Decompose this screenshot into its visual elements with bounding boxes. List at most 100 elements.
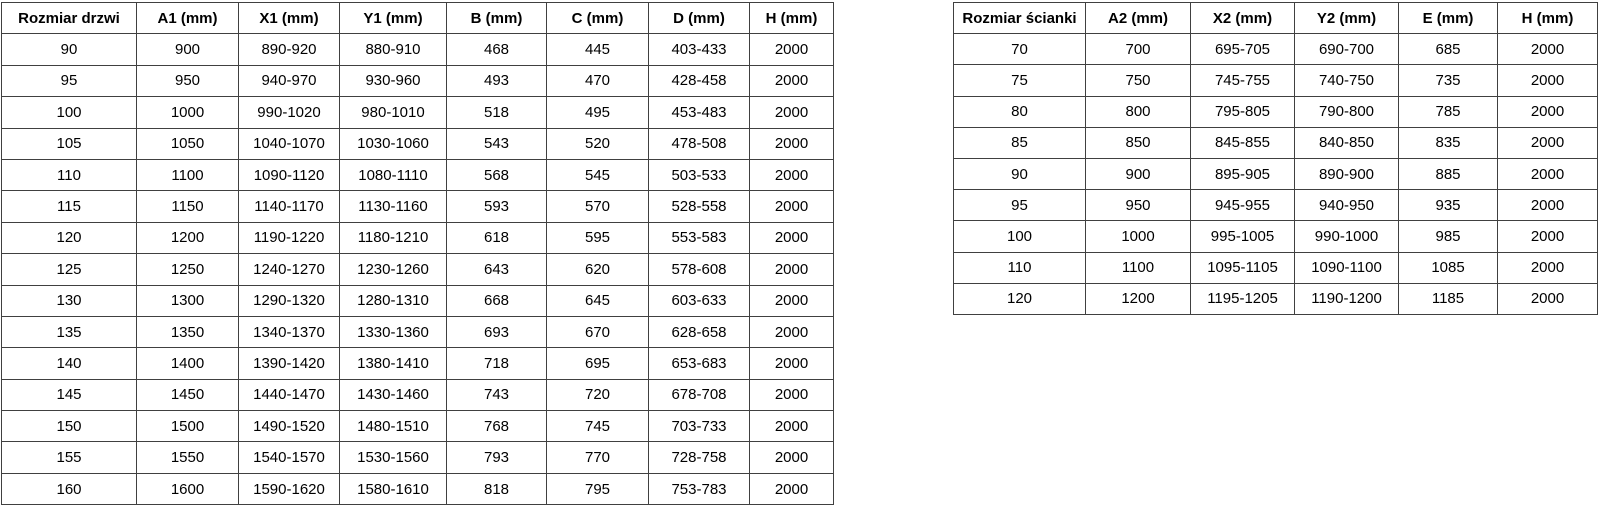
cell: 125 bbox=[1, 253, 137, 286]
cell: 1230-1260 bbox=[339, 253, 447, 286]
header-cell: Y1 (mm) bbox=[339, 1, 447, 35]
cell: 2000 bbox=[749, 284, 834, 317]
cell: 1480-1510 bbox=[339, 410, 447, 443]
cell: 643 bbox=[446, 253, 547, 286]
cell: 545 bbox=[546, 158, 649, 192]
cell: 1185 bbox=[1398, 282, 1498, 315]
cell: 995-1005 bbox=[1190, 220, 1295, 253]
cell: 520 bbox=[546, 127, 649, 160]
cell: 818 bbox=[446, 472, 547, 506]
cell: 620 bbox=[546, 253, 649, 286]
cell: 1090-1100 bbox=[1294, 251, 1399, 284]
cell: 130 bbox=[1, 284, 137, 317]
cell: 115 bbox=[1, 190, 137, 223]
cell: 1085 bbox=[1398, 251, 1498, 284]
cell: 880-910 bbox=[339, 33, 447, 66]
header-cell: Y2 (mm) bbox=[1294, 1, 1399, 35]
cell: 2000 bbox=[749, 221, 834, 255]
cell: 1290-1320 bbox=[238, 284, 340, 317]
cell: 790-800 bbox=[1294, 95, 1399, 128]
header-cell: Rozmiar drzwi bbox=[1, 1, 137, 35]
cell: 670 bbox=[546, 315, 649, 349]
cell: 120 bbox=[953, 282, 1086, 315]
header-cell: A2 (mm) bbox=[1085, 1, 1191, 35]
cell: 720 bbox=[546, 378, 649, 412]
cell: 900 bbox=[1085, 157, 1191, 191]
cell: 618 bbox=[446, 221, 547, 255]
wall-table-body: 70 700 695-705 690-700 685 2000 75 750 745-755 74… bbox=[953, 33, 1598, 315]
wall-dimensions-table: Rozmiar ścianki A2 (mm) X2 (mm) Y2 (mm) E (m… bbox=[953, 1, 1598, 315]
table-row: 75 750 745-755 740-750 735 2000 bbox=[953, 64, 1598, 97]
cell: 445 bbox=[546, 33, 649, 66]
table-row: 100 1000 990-1020 980-1010 518 495 453-483 2000 bbox=[1, 96, 834, 129]
cell: 793 bbox=[446, 441, 547, 474]
table-row: 110 1100 1090-1120 1080-1110 568 545 503-533 20… bbox=[1, 158, 834, 192]
cell: 105 bbox=[1, 127, 137, 160]
table-row: 145 1450 1440-1470 1430-1460 743 720 678-708 20… bbox=[1, 378, 834, 412]
cell: 1300 bbox=[136, 284, 239, 317]
table-row: 120 1200 1190-1220 1180-1210 618 595 553-583 20… bbox=[1, 221, 834, 255]
cell: 1190-1200 bbox=[1294, 282, 1399, 315]
cell: 2000 bbox=[1497, 189, 1598, 222]
cell: 678-708 bbox=[648, 378, 750, 412]
cell: 1200 bbox=[136, 221, 239, 255]
table-row: 125 1250 1240-1270 1230-1260 643 620 578-608 20… bbox=[1, 253, 834, 286]
cell: 468 bbox=[446, 33, 547, 66]
table-row: 150 1500 1490-1520 1480-1510 768 745 703-733 20… bbox=[1, 410, 834, 443]
header-cell: E (mm) bbox=[1398, 1, 1498, 35]
cell: 850 bbox=[1085, 126, 1191, 159]
cell: 700 bbox=[1085, 33, 1191, 66]
cell: 528-558 bbox=[648, 190, 750, 223]
cell: 570 bbox=[546, 190, 649, 223]
cell: 1600 bbox=[136, 472, 239, 506]
cell: 835 bbox=[1398, 126, 1498, 159]
cell: 140 bbox=[1, 347, 137, 380]
cell: 695-705 bbox=[1190, 33, 1295, 66]
door-dimensions-table: Rozmiar drzwi A1 (mm) X1 (mm) Y1 (mm) B (mm)… bbox=[1, 1, 834, 506]
cell: 553-583 bbox=[648, 221, 750, 255]
table-row: 115 1150 1140-1170 1130-1160 593 570 528-558 20… bbox=[1, 190, 834, 223]
cell: 1240-1270 bbox=[238, 253, 340, 286]
cell: 840-850 bbox=[1294, 126, 1399, 159]
cell: 1140-1170 bbox=[238, 190, 340, 223]
cell: 980-1010 bbox=[339, 96, 447, 129]
cell: 100 bbox=[953, 220, 1086, 253]
cell: 693 bbox=[446, 315, 547, 349]
cell: 1040-1070 bbox=[238, 127, 340, 160]
cell: 985 bbox=[1398, 220, 1498, 253]
cell: 703-733 bbox=[648, 410, 750, 443]
cell: 1195-1205 bbox=[1190, 282, 1295, 315]
cell: 453-483 bbox=[648, 96, 750, 129]
cell: 1280-1310 bbox=[339, 284, 447, 317]
cell: 2000 bbox=[1497, 251, 1598, 284]
cell: 603-633 bbox=[648, 284, 750, 317]
header-cell: D (mm) bbox=[648, 1, 750, 35]
cell: 890-920 bbox=[238, 33, 340, 66]
table-row: 160 1600 1590-1620 1580-1610 818 795 753-783 20… bbox=[1, 472, 834, 506]
header-cell: H (mm) bbox=[749, 1, 834, 35]
cell: 1440-1470 bbox=[238, 378, 340, 412]
cell: 1250 bbox=[136, 253, 239, 286]
cell: 150 bbox=[1, 410, 137, 443]
table-row: 85 850 845-855 840-850 835 2000 bbox=[953, 126, 1598, 159]
cell: 85 bbox=[953, 126, 1086, 159]
cell: 120 bbox=[1, 221, 137, 255]
cell: 795 bbox=[546, 472, 649, 506]
cell: 940-970 bbox=[238, 64, 340, 98]
cell: 135 bbox=[1, 315, 137, 349]
cell: 95 bbox=[1, 64, 137, 98]
cell: 945-955 bbox=[1190, 189, 1295, 222]
cell: 735 bbox=[1398, 64, 1498, 97]
cell: 428-458 bbox=[648, 64, 750, 98]
cell: 578-608 bbox=[648, 253, 750, 286]
header-cell: Rozmiar ścianki bbox=[953, 1, 1086, 35]
cell: 2000 bbox=[1497, 220, 1598, 253]
cell: 935 bbox=[1398, 189, 1498, 222]
cell: 2000 bbox=[749, 472, 834, 506]
cell: 1200 bbox=[1085, 282, 1191, 315]
cell: 403-433 bbox=[648, 33, 750, 66]
cell: 2000 bbox=[1497, 64, 1598, 97]
table-row: 70 700 695-705 690-700 685 2000 bbox=[953, 33, 1598, 66]
cell: 1000 bbox=[136, 96, 239, 129]
